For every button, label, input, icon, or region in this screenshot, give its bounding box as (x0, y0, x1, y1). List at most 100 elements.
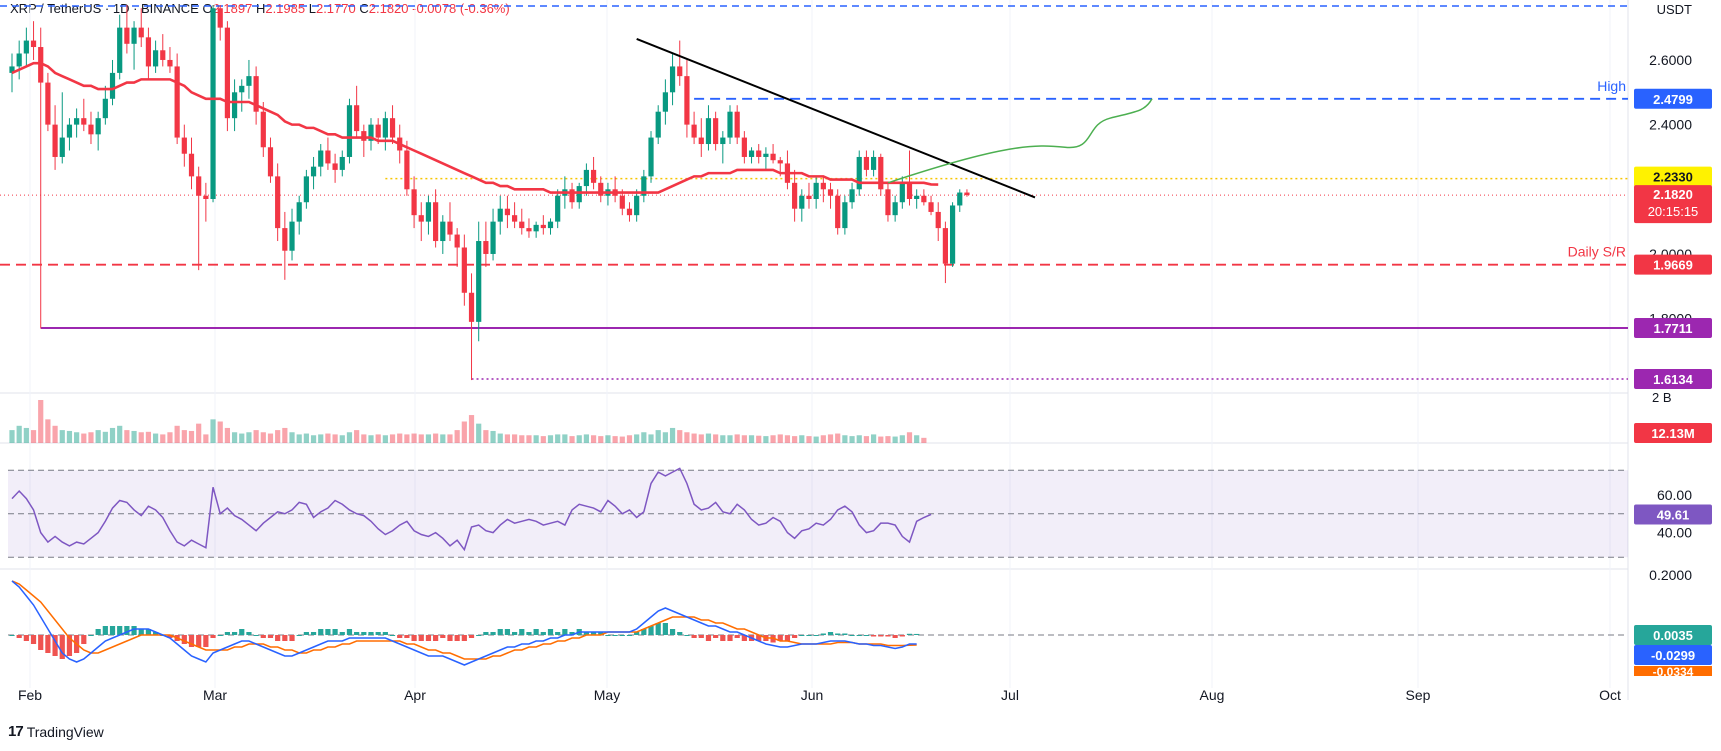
macd-histogram-bar (698, 635, 704, 638)
candle-body (217, 8, 223, 28)
macd-histogram-bar (885, 635, 891, 637)
volume-bar (612, 436, 618, 443)
macd-histogram-bar (497, 629, 503, 635)
candle-body (540, 224, 546, 229)
volume-bar (619, 436, 625, 443)
volume-bar (368, 435, 374, 443)
candle-body (375, 124, 381, 138)
volume-bar (669, 427, 676, 443)
support-1771-badge-bg (1634, 317, 1712, 338)
volume-bar (863, 436, 870, 443)
chart-header: XRP / TetherUS · 1D · BINANCE O2.1897 H2… (6, 0, 514, 17)
volume-bar (433, 433, 439, 443)
candle-body (303, 176, 309, 203)
candle-body (892, 202, 898, 216)
volume-bar (217, 421, 223, 443)
signal-badge: -0.0334 (1653, 665, 1694, 679)
macd-histogram-bar (447, 635, 453, 641)
tradingview-brand[interactable]: 17 TradingView (8, 723, 104, 740)
candle-body (253, 76, 259, 112)
volume-bar (124, 430, 130, 443)
volume-bar (770, 435, 776, 443)
volume-bar (45, 419, 51, 443)
symbol-label: XRP / TetherUS · 1D · BINANCE (10, 1, 199, 16)
daily-sr-badge-bg (1634, 254, 1712, 275)
candle-body (81, 118, 87, 125)
volume-bar (30, 430, 37, 443)
macd-hist-badge: 0.0035 (1653, 628, 1693, 643)
macd-histogram-bar (813, 635, 819, 636)
macd-histogram-bar (641, 629, 647, 635)
volume-bar (131, 430, 137, 443)
close-value: 2.1820 (368, 1, 409, 16)
macd-histogram-bar (267, 635, 274, 638)
volume-bar (777, 434, 783, 443)
volume-bar (52, 425, 58, 443)
candle-body (231, 92, 238, 119)
countdown-label: 20:15:15 (1648, 204, 1699, 219)
macd-histogram-bar (375, 632, 381, 635)
volume-bar (562, 434, 568, 443)
candle-body (533, 224, 539, 232)
macd-histogram-bar (310, 632, 317, 635)
macd-histogram-bar (418, 635, 424, 641)
candle-body (878, 156, 884, 190)
macd-histogram-bar (792, 635, 798, 638)
volume-bar (361, 434, 367, 443)
volume-bar (813, 436, 819, 443)
candle-body (949, 205, 956, 264)
macd-histogram-bar (425, 635, 432, 641)
volume-bar (741, 435, 747, 443)
candle-body (404, 150, 410, 190)
macd-histogram-bar (677, 632, 683, 635)
rsi-badge-bg (1634, 504, 1712, 525)
volume-bar (66, 430, 73, 443)
volume-bar (16, 425, 22, 443)
candle-body (246, 76, 252, 86)
macd-histogram-bar (260, 635, 266, 638)
level-2233-badge-bg (1634, 166, 1712, 187)
candle-body (490, 221, 496, 254)
volume-bar (655, 430, 661, 443)
brand-name: TradingView (26, 723, 104, 740)
volume-bar (878, 436, 884, 443)
macd-histogram-bar (289, 635, 295, 641)
macd-histogram-bar (835, 633, 841, 635)
candle-body (720, 137, 726, 145)
x-axis-label-aug: Aug (1200, 687, 1225, 703)
macd-histogram-bar (145, 629, 152, 635)
candle-body (52, 124, 58, 157)
candle-body (598, 182, 604, 196)
current-price-badge: 2.1820 (1653, 187, 1693, 202)
candle-body (30, 40, 37, 48)
volume-bar (346, 432, 353, 443)
volume-bar (763, 436, 769, 443)
volume-bar (555, 434, 561, 443)
macd-histogram-bar (109, 626, 116, 635)
candle-body (899, 182, 905, 203)
candle-body (727, 111, 733, 138)
candle-body (160, 50, 166, 60)
macd-histogram-bar (583, 632, 589, 635)
macd-histogram-bar (461, 635, 467, 641)
volume-bar (820, 435, 826, 443)
volume-bar (167, 432, 173, 443)
macd-histogram-bar (332, 629, 338, 635)
candle-body (138, 27, 144, 38)
candle-body (188, 153, 195, 177)
x-axis-label-may: May (594, 687, 620, 703)
daily-sr-badge: 1.9669 (1653, 258, 1693, 273)
price-axis[interactable]: Feb Mar Apr May Jun Jul Aug Sep Oct 2.6000 2.4000 2… (18, 2, 1712, 703)
candle-body (497, 208, 503, 222)
price-pane[interactable]: Daily S/R High (0, 5, 1628, 381)
candle-body (361, 131, 367, 141)
macd-histogram-bar (325, 629, 331, 635)
macd-histogram-bar (598, 632, 604, 635)
macd-line-badge-bg (1634, 645, 1712, 665)
candle-body (691, 124, 697, 138)
candle-body (296, 202, 302, 222)
macd-histogram-bar (713, 635, 719, 638)
volume-bar (145, 431, 152, 443)
volume-bar (483, 430, 489, 443)
